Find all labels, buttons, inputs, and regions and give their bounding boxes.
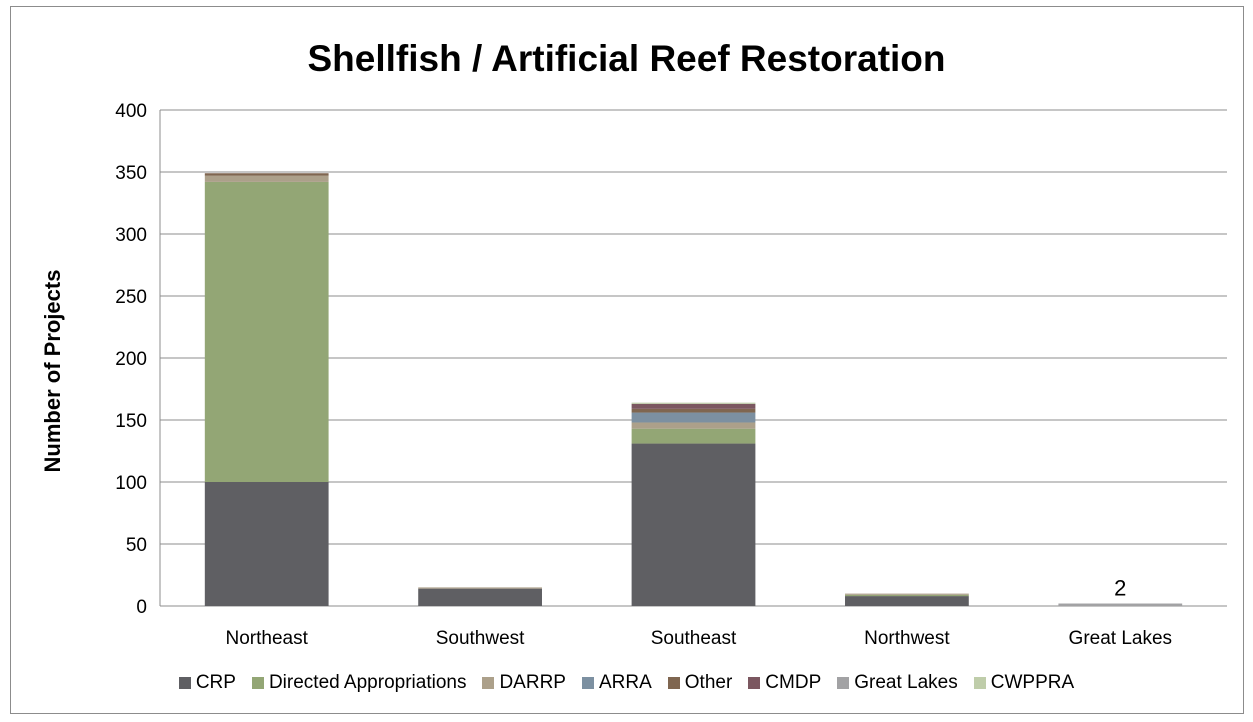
legend-label: DARRP xyxy=(499,672,566,693)
legend-swatch xyxy=(482,677,495,689)
chart-title: Shellfish / Artificial Reef Restoration xyxy=(307,38,946,79)
y-tick-label: 100 xyxy=(115,473,147,494)
bar-segment xyxy=(204,173,329,176)
bar-segment xyxy=(631,428,756,444)
bar-segment xyxy=(845,593,969,595)
x-tick-label: Southwest xyxy=(436,628,525,649)
bar-segment xyxy=(631,443,756,606)
data-label: 2 xyxy=(1114,576,1126,601)
legend-swatch xyxy=(748,677,761,689)
bar-segment xyxy=(631,412,756,423)
legend-item: Great Lakes xyxy=(837,672,958,694)
bar-segment xyxy=(631,403,756,409)
bar-segment xyxy=(631,402,756,404)
y-tick-label: 250 xyxy=(115,287,147,308)
y-tick-label: 0 xyxy=(136,597,147,618)
legend-swatch xyxy=(973,677,986,689)
legend-item: ARRA xyxy=(581,672,652,694)
y-tick-label: 300 xyxy=(115,225,147,246)
legend-label: CMDP xyxy=(765,672,822,693)
bar-segment xyxy=(845,594,969,597)
legend: CRP Directed Appropriations DARRP ARRA Other… xyxy=(0,672,1253,694)
x-tick-label: Northeast xyxy=(226,628,309,649)
y-tick-label: 400 xyxy=(115,101,147,122)
legend-item: Directed Appropriations xyxy=(251,672,467,694)
legend-label: CRP xyxy=(195,672,236,693)
legend-swatch xyxy=(667,677,680,689)
legend-item: CWPPRA xyxy=(973,672,1075,694)
x-tick-label: Southeast xyxy=(651,628,737,649)
bar-segment xyxy=(204,482,329,606)
bar-segment xyxy=(1058,603,1183,606)
bar-segment xyxy=(845,596,969,606)
y-tick-label: 200 xyxy=(115,349,147,370)
legend-swatch xyxy=(178,677,191,689)
bar-segment xyxy=(204,181,329,483)
bar-segment xyxy=(418,587,542,589)
legend-swatch xyxy=(251,677,264,689)
legend-label: Other xyxy=(684,672,733,693)
bar-segment xyxy=(631,422,756,429)
legend-item: CRP xyxy=(178,672,236,694)
legend-swatch xyxy=(837,677,850,689)
x-tick-label: Great Lakes xyxy=(1069,628,1173,649)
legend-label: Great Lakes xyxy=(854,672,958,693)
y-tick-label: 50 xyxy=(126,535,147,556)
legend-label: Directed Appropriations xyxy=(268,672,467,693)
legend-item: Other xyxy=(667,672,733,694)
legend-label: ARRA xyxy=(598,672,652,693)
y-tick-label: 350 xyxy=(115,163,147,184)
legend-label: CWPPRA xyxy=(990,672,1075,693)
x-tick-label: Northwest xyxy=(864,628,950,649)
legend-swatch xyxy=(581,677,594,689)
bar-segment xyxy=(418,588,542,606)
legend-item: CMDP xyxy=(748,672,821,694)
y-tick-label: 150 xyxy=(115,411,147,432)
bar-segment xyxy=(631,408,756,413)
legend-item: DARRP xyxy=(482,672,566,694)
bar-segment xyxy=(204,175,329,182)
